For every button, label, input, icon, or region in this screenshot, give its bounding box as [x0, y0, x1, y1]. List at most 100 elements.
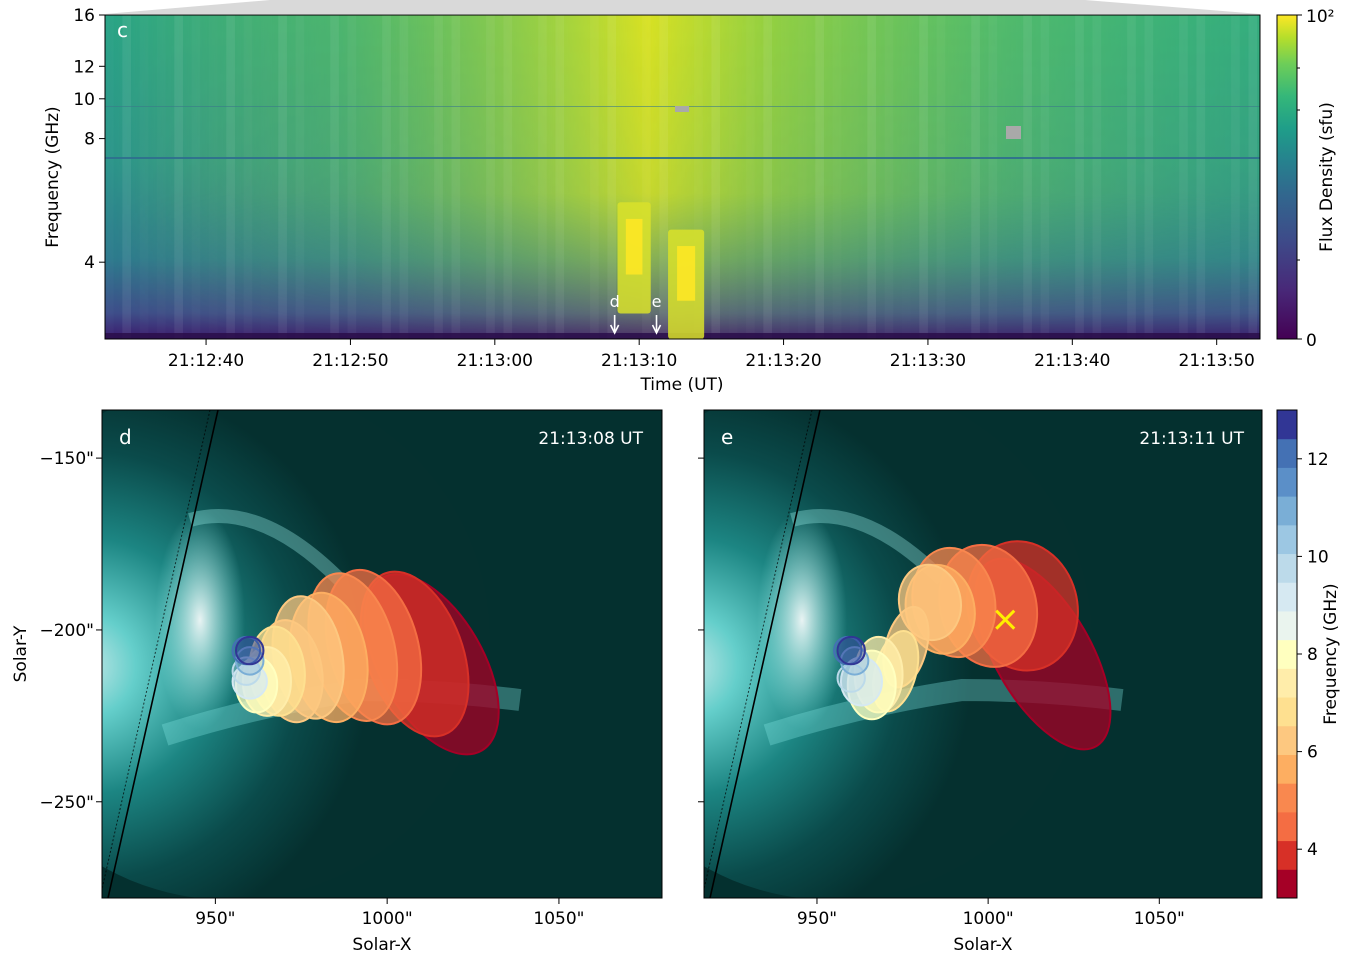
x-axis-label-solar-x-d: Solar-X [352, 935, 412, 955]
time-marker-label: d [610, 292, 620, 311]
spectrogram-stripe [798, 15, 807, 339]
spectrogram-stripe [919, 15, 928, 339]
spectrogram-stripe [954, 15, 963, 339]
spectrogram-stripe [729, 15, 738, 339]
x-axis-label-solar-x-e: Solar-X [953, 935, 1013, 955]
y-tick-label: 16 [73, 6, 95, 26]
timestamp-d: 21:13:08 UT [538, 429, 643, 449]
x-tick-label: 1050" [533, 909, 584, 929]
x-tick-label: 21:13:50 [1179, 351, 1255, 371]
spectrogram-burst-peak [625, 218, 643, 275]
x-tick-label: 21:13:30 [890, 351, 966, 371]
y-axis-label-solar-y: Solar-Y [11, 625, 31, 682]
flux-colorbar-label: Flux Density (sfu) [1317, 102, 1337, 252]
image-panel-d: d 21:13:08 UT 950" 1000" 1050" −150"−200"−… [11, 409, 663, 955]
radio-source-contour [839, 656, 884, 707]
radio-sources-e [833, 540, 1112, 751]
panel-d-frame [101, 409, 663, 899]
solar-limb [709, 410, 821, 898]
solar-limb-dotted [102, 410, 211, 892]
spectrogram-stripe [261, 15, 270, 339]
euv-bright-core [757, 510, 847, 730]
y-tick-label: 12 [73, 57, 95, 77]
flux-colorbar-scale [1276, 14, 1298, 340]
cross-marker-stroke [995, 609, 1016, 630]
frequency-colorbar-tick-label: 8 [1307, 645, 1318, 665]
y-tick-label: −200" [39, 621, 94, 641]
panel-e-frame [703, 409, 1263, 899]
spectrogram-stripe [365, 15, 374, 339]
spectrogram-stripe [1179, 15, 1188, 339]
frequency-colorbar-tick-label: 4 [1307, 840, 1318, 860]
time-marker-arrowhead [651, 324, 662, 335]
zoom-indicator [105, 0, 1260, 14]
time-marker-label: e [652, 292, 662, 311]
spectrogram-stripe [850, 15, 859, 339]
spectrogram-stripe [538, 15, 547, 339]
spectrogram-stripe [1127, 15, 1136, 339]
frequency-colorbar-segment [1277, 754, 1297, 784]
frequency-colorbar-segment [1277, 697, 1297, 727]
spectrogram-stripe [746, 15, 755, 339]
y-axis-label-frequency: Frequency (GHz) [43, 106, 63, 247]
radio-source-contour [234, 635, 265, 666]
panel-d-x-ticks: 950" 1000" 1050" [195, 898, 584, 929]
x-tick-label: 1050" [1134, 909, 1185, 929]
spectrogram-stripe [711, 15, 721, 339]
panel-label-d: d [119, 425, 132, 449]
spectrogram-stripe [867, 15, 876, 339]
spectrogram-stripe [226, 15, 235, 339]
spectrogram-stripe [1075, 15, 1084, 339]
x-tick-label: 21:12:50 [312, 351, 388, 371]
flux-colorbar-tick-label: 0 [1306, 331, 1317, 351]
missing-data-patch [675, 106, 689, 112]
frequency-colorbar-segment [1277, 496, 1297, 526]
frequency-colorbar-segment [1277, 410, 1297, 440]
spectrogram-bursts [617, 202, 705, 339]
frequency-colorbar-segment [1277, 869, 1297, 899]
rfi-line [105, 157, 1260, 159]
spectrogram-stripe [521, 15, 530, 339]
spectrogram-stripe [347, 15, 357, 339]
frequency-colorbar-segment [1277, 524, 1297, 555]
frequency-colorbar-scale [1277, 410, 1297, 899]
frequency-colorbar-segment [1277, 668, 1297, 698]
spectrogram-stripe [1214, 15, 1223, 339]
y-tick-label: 4 [84, 253, 95, 273]
spectrogram-stripe [763, 15, 773, 339]
spectrogram-stripe [607, 15, 617, 339]
spectrogram-stripe [140, 15, 149, 339]
spectrogram-stripe [815, 15, 824, 339]
x-tick-label: 21:13:20 [745, 351, 821, 371]
missing-data-patch [1006, 126, 1021, 139]
spectrogram-y-ticks: 4 8 10 12 16 [73, 6, 105, 273]
spectrogram-stripe [937, 15, 946, 339]
frequency-colorbar-segment [1277, 840, 1297, 870]
spectrogram-stripe [1006, 15, 1015, 339]
solar-limb [107, 410, 219, 898]
frequency-colorbar-label: Frequency (GHz) [1321, 583, 1341, 724]
timestamp-e: 21:13:11 UT [1139, 429, 1244, 449]
spectrogram-stripe [573, 15, 582, 339]
spectrogram-stripe [330, 15, 339, 339]
frequency-colorbar-ticks: 4 6 8 10 12 [1297, 450, 1329, 860]
x-tick-label: 950" [195, 909, 235, 929]
panel-e-x-ticks: 950" 1000" 1050" [797, 898, 1185, 929]
spectrogram-stripe [1058, 15, 1067, 339]
spectrogram-burst-peak [677, 246, 696, 301]
frequency-colorbar-segment [1277, 725, 1297, 755]
x-tick-label: 21:13:00 [457, 351, 533, 371]
panel-d-y-ticks: −150" −200" −250" [39, 449, 102, 813]
y-tick-label: −150" [39, 449, 94, 469]
x-axis-label-time: Time (UT) [639, 375, 723, 395]
spectrogram-stripe [503, 15, 513, 339]
spectrogram-stripe [902, 15, 911, 339]
frequency-colorbar-segment [1277, 811, 1297, 842]
frequency-colorbar-segment [1277, 582, 1297, 612]
spectrogram-stripe [434, 15, 443, 339]
spectrogram-stripe [192, 15, 201, 339]
spectrogram-x-ticks: 21:12:40 21:12:50 21:13:00 21:13:10 21:13:20… [168, 339, 1255, 371]
spectrogram-stripe [1196, 15, 1206, 339]
spectrogram-stripe [399, 15, 409, 339]
